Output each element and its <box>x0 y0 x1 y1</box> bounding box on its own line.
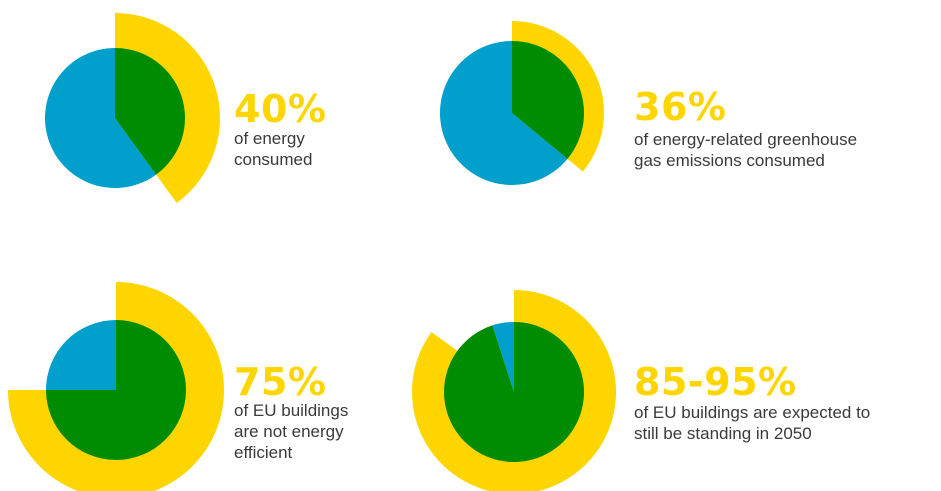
stat-description-line: efficient <box>234 443 293 462</box>
pie-slice-remainder <box>45 48 157 188</box>
stat-value: 36% <box>634 85 727 129</box>
stat-description: of energy-related greenhouse gas emissio… <box>634 129 857 171</box>
pie-slice-share <box>115 48 186 175</box>
pie-slice-remainder <box>46 320 116 390</box>
pie-slice-share <box>46 320 186 460</box>
stat-description-line: are not energy <box>234 422 344 441</box>
stat-description: of EU buildings are not energy efficient <box>234 400 348 463</box>
stat-description-line: gas emissions consumed <box>634 151 825 170</box>
pie-slice-remainder <box>492 322 514 392</box>
stat-description-line: consumed <box>234 150 313 169</box>
stat-description-line: of energy-related greenhouse <box>634 130 858 149</box>
pie-slice-remainder <box>440 41 568 185</box>
stat-description-line: of EU buildings are expected to <box>634 403 871 422</box>
stat-value: 40% <box>234 87 327 131</box>
stat-description: of EU buildings are expected to still be… <box>634 402 870 444</box>
stat-value: 85-95% <box>634 360 797 404</box>
stat-description-line: still be standing in 2050 <box>634 424 812 443</box>
pie-slice-outer-ring <box>8 282 224 491</box>
stat-description: of energy consumed <box>234 128 312 170</box>
stat-description-line: of EU buildings <box>234 401 349 420</box>
pie-slice-share <box>512 41 584 159</box>
pie-slice-share <box>444 321 585 462</box>
stat-description-line: of energy <box>234 129 305 148</box>
stat-value: 75% <box>234 360 327 404</box>
